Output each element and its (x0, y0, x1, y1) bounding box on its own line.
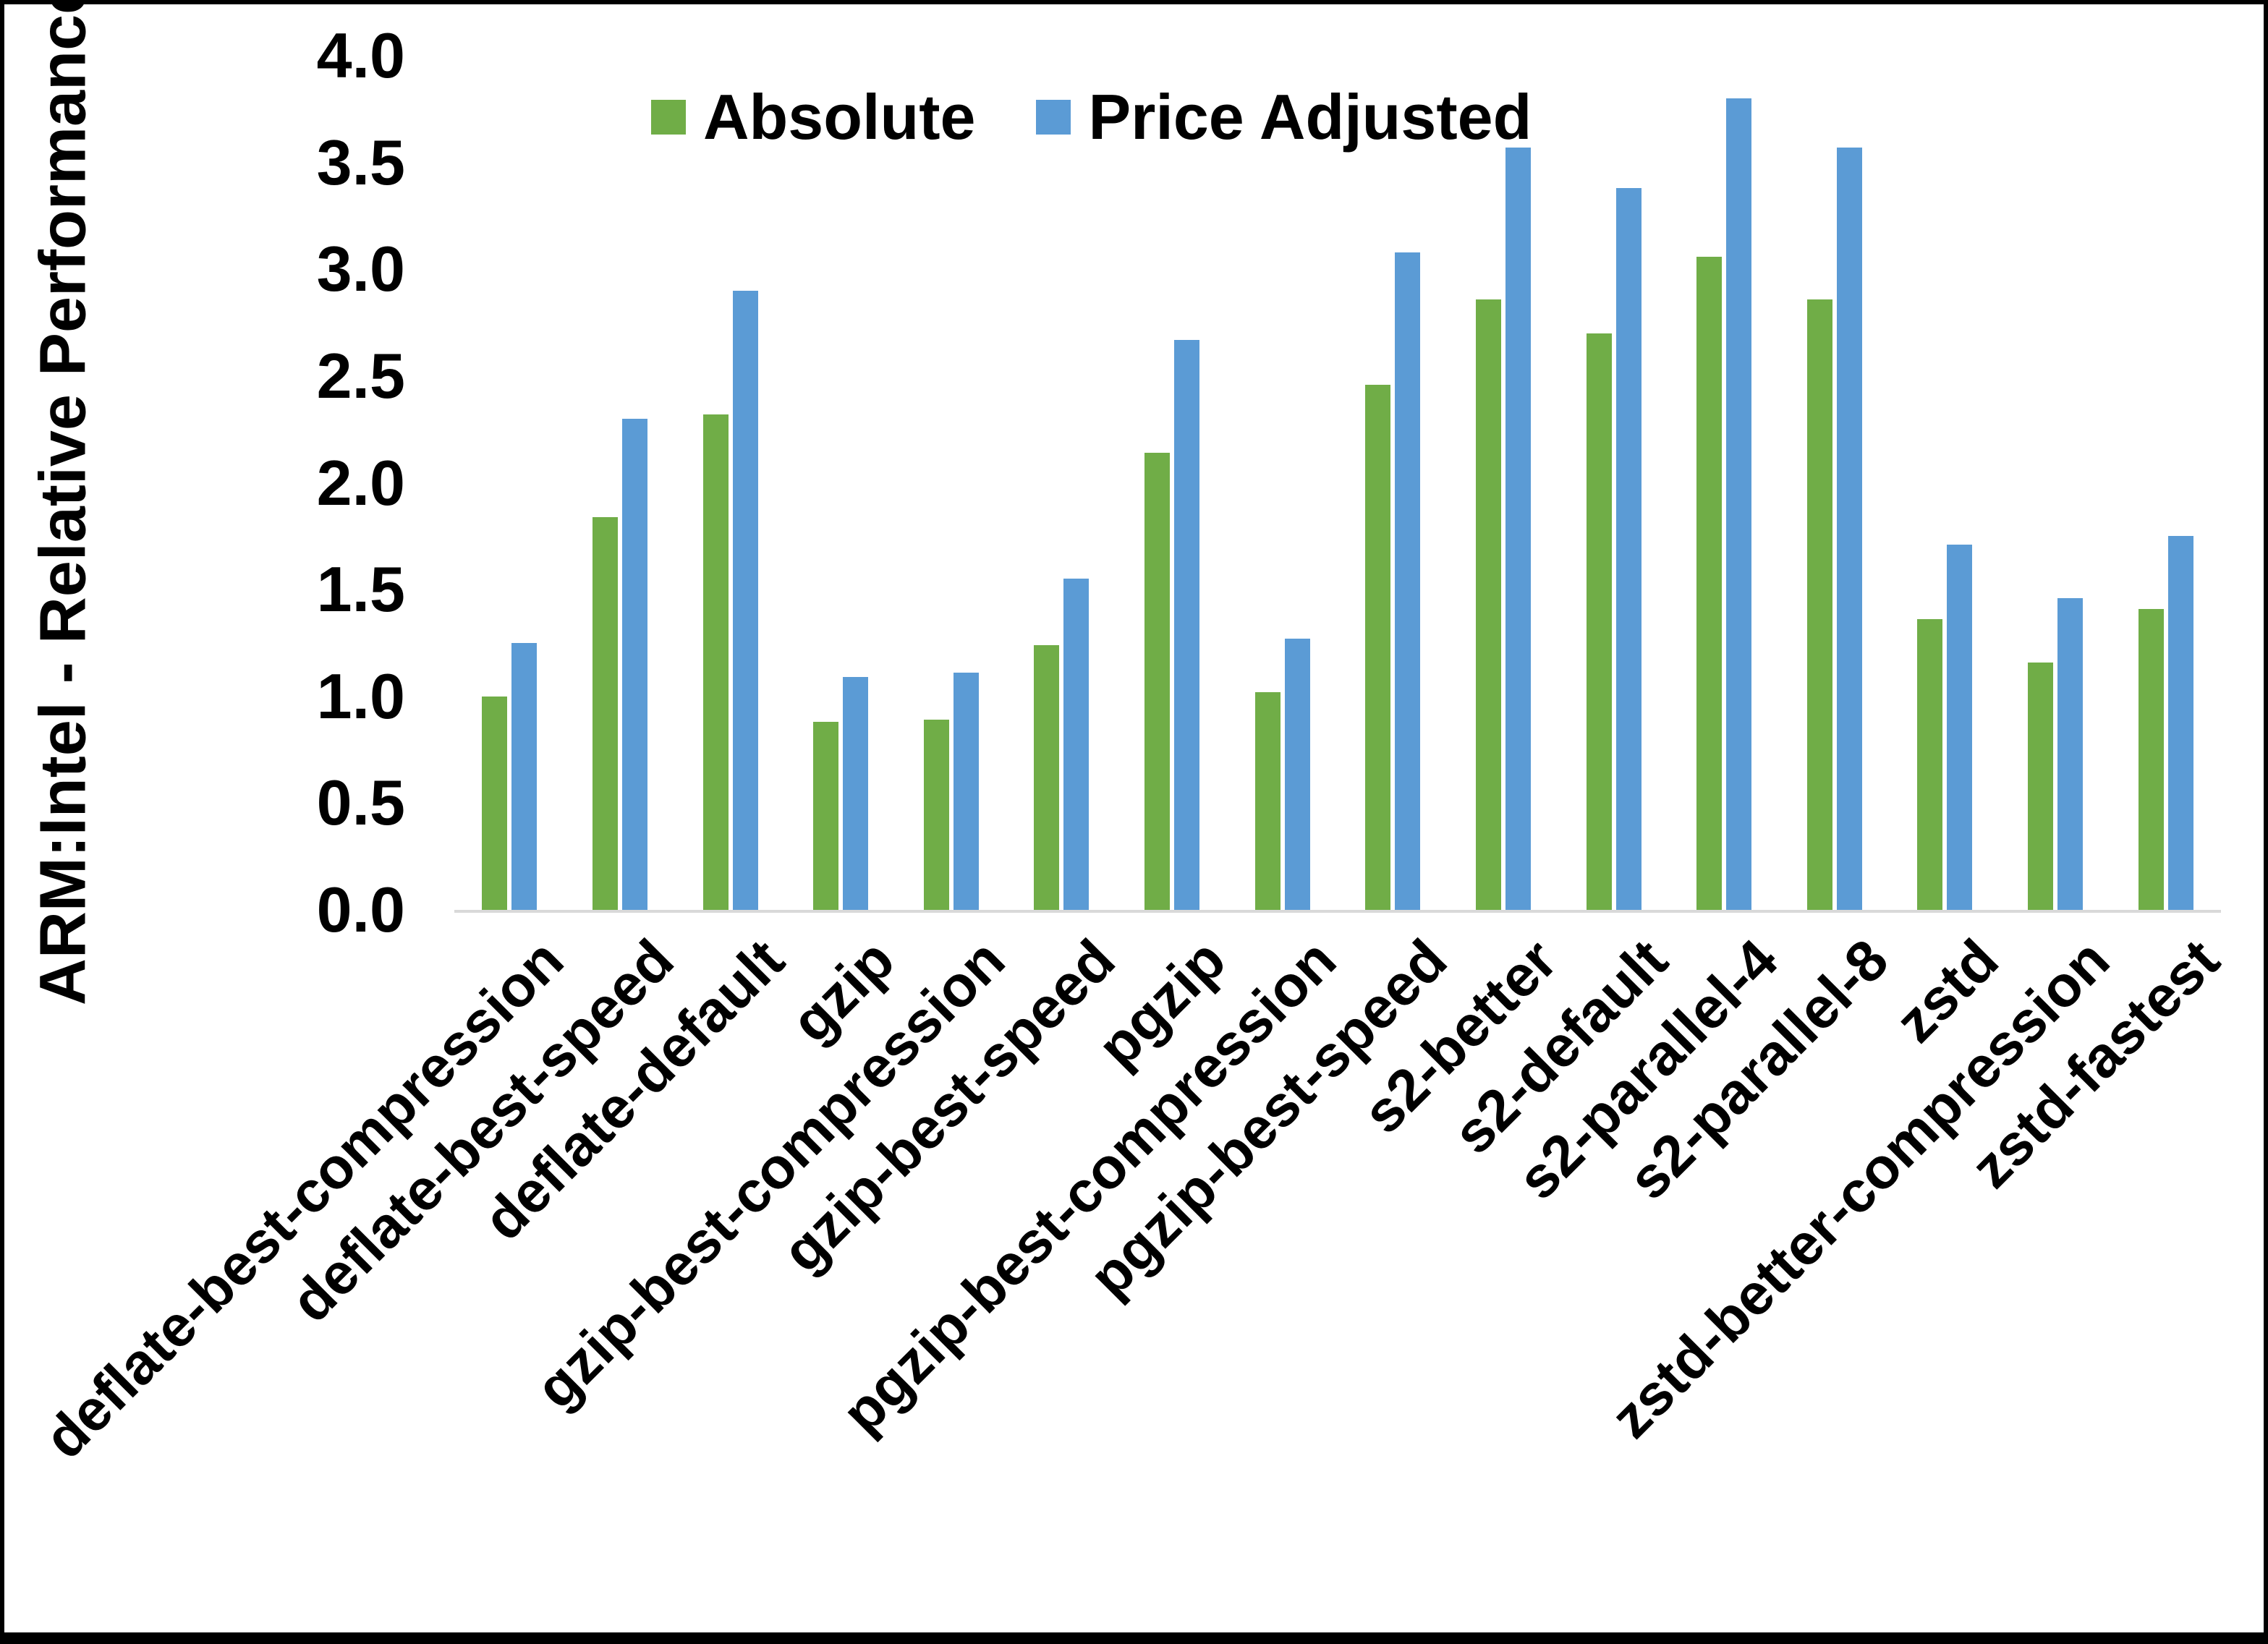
bar-absolute (702, 414, 729, 910)
bar-price-adjusted (1947, 545, 1973, 910)
bar-price-adjusted (953, 673, 979, 910)
bar-price-adjusted (2057, 597, 2084, 910)
bar-absolute (1806, 299, 1832, 910)
legend-label-price-adjusted: Price Adjusted (1088, 81, 1532, 153)
bar-absolute (1917, 619, 1943, 910)
y-tick-label: 2.0 (316, 446, 405, 519)
figure-border-left (0, 0, 4, 1644)
y-axis-title: ARM:Intel - Relative Performance (27, 0, 100, 1006)
figure-border-bottom (0, 1632, 2268, 1644)
bar-absolute (1254, 691, 1280, 910)
bar-price-adjusted (2167, 536, 2193, 910)
bar-price-adjusted (843, 677, 869, 910)
legend-label-absolute: Absolute (703, 81, 976, 153)
bar-price-adjusted (1505, 147, 1531, 910)
bar-absolute (1696, 256, 1723, 910)
legend: Absolute Price Adjusted (651, 81, 1532, 153)
y-tick-label: 0.0 (316, 874, 405, 945)
bar-absolute (1365, 384, 1391, 910)
bar-price-adjusted (621, 418, 647, 910)
legend-item-price-adjusted: Price Adjusted (1036, 81, 1532, 153)
bar-absolute (1475, 299, 1501, 910)
y-tick-label: 3.5 (316, 126, 405, 198)
plot-area (454, 56, 2221, 913)
bar-price-adjusted (1836, 147, 1862, 910)
bar-absolute (2028, 662, 2054, 910)
bar-absolute (1034, 644, 1060, 910)
bar-price-adjusted (1174, 339, 1200, 910)
bar-absolute (1144, 453, 1171, 910)
figure-border-top (0, 0, 2268, 4)
bar-price-adjusted (1615, 188, 1641, 910)
bar-absolute (2138, 608, 2164, 910)
bar-absolute (1586, 333, 1612, 910)
legend-item-absolute: Absolute (651, 81, 975, 153)
bar-price-adjusted (1395, 252, 1421, 910)
bar-absolute (923, 720, 949, 910)
bar-absolute (813, 722, 839, 910)
bar-price-adjusted (732, 290, 758, 910)
y-tick-label: 1.0 (316, 660, 405, 732)
legend-swatch-absolute (651, 100, 686, 135)
bar-price-adjusted (1063, 579, 1090, 910)
bar-price-adjusted (1726, 98, 1752, 910)
bar-price-adjusted (1284, 639, 1310, 910)
y-tick-label: 4.0 (316, 20, 405, 91)
figure-border-right (2264, 0, 2268, 1644)
bar-absolute (482, 696, 508, 910)
bar-price-adjusted (511, 642, 538, 910)
bar-absolute (592, 516, 618, 910)
y-tick-label: 1.5 (316, 553, 405, 626)
y-tick-label: 2.5 (316, 339, 405, 412)
y-tick-label: 0.5 (316, 767, 405, 839)
y-tick-label: 3.0 (316, 233, 405, 305)
legend-swatch-price-adjusted (1036, 100, 1071, 135)
